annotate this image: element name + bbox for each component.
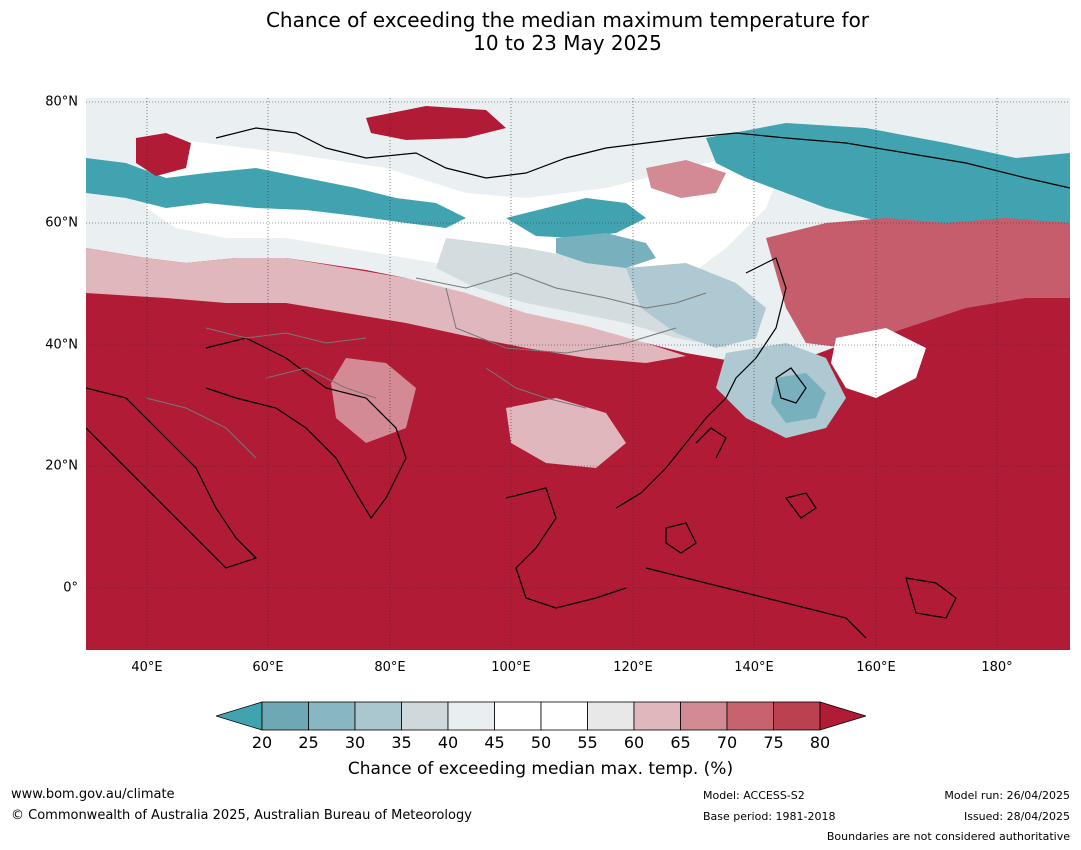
lon-label-60e: 60°E [252, 660, 284, 675]
lat-label-80n: 80°N [45, 94, 78, 110]
lon-label-40e: 40°E [131, 660, 163, 675]
lon-label-160e: 160°E [856, 660, 896, 675]
region-cool-east-siberia [706, 123, 1070, 238]
colorbar-tick-label: 30 [344, 733, 366, 752]
footer-issued: Issued: 28/04/2025 [963, 810, 1070, 823]
colorbar-tick-label: 65 [670, 733, 691, 752]
lat-label-0: 0° [63, 580, 78, 596]
colorbar-segment [587, 701, 635, 731]
colorbar-tick-label: 75 [763, 733, 784, 752]
colorbar-segment [773, 701, 821, 731]
colorbar [216, 701, 866, 731]
colorbar-tick-label: 35 [391, 733, 412, 752]
region-warm-scandinavia [136, 133, 191, 176]
lat-label-20n: 20°N [45, 458, 78, 474]
footer-model-run: Model run: 26/04/2025 [944, 789, 1070, 802]
region-warm-light-margin [86, 248, 686, 363]
region-cool-light-mongolia [626, 263, 766, 348]
footer-copyright: © Commonwealth of Australia 2025, Austra… [11, 808, 472, 823]
colorbar-segment [633, 701, 681, 731]
region-cool-central-siberia [506, 198, 646, 238]
region-cool-pacific-patch [771, 373, 826, 423]
region-warm-light-china [506, 398, 626, 468]
colorbar-tick-label: 50 [530, 733, 552, 752]
lat-label-60n: 60°N [45, 215, 78, 231]
colorbar-tick-label: 20 [251, 733, 273, 752]
region-warm-east-asia [766, 218, 1070, 348]
colorbar-segment [261, 701, 309, 731]
colorbar-segment [401, 701, 449, 731]
region-cool-mid-baikal [556, 233, 656, 268]
country-borders [145, 272, 707, 459]
colorbar-low-extend [216, 701, 263, 731]
lon-label-80e: 80°E [374, 660, 406, 675]
colorbar-segment [726, 701, 774, 731]
footer-disclaimer: Boundaries are not considered authoritat… [826, 830, 1070, 843]
colorbar-tick-label: 80 [809, 733, 831, 752]
colorbar-tick-label: 40 [437, 733, 459, 752]
colorbar-tick-label: 45 [484, 733, 505, 752]
lon-label-180: 180° [981, 660, 1013, 675]
colorbar-segment [494, 701, 542, 731]
colorbar-tick-label: 55 [577, 733, 598, 752]
colorbar-high-extend [819, 701, 866, 731]
coastlines [86, 127, 1070, 639]
footer-base-period: Base period: 1981-2018 [703, 810, 836, 823]
region-white-pacific [831, 328, 926, 398]
footer-website-link[interactable]: www.bom.gov.au/climate [11, 787, 175, 802]
title-line-1: Chance of exceeding the median maximum t… [265, 8, 870, 32]
region-warm-barents [366, 106, 506, 140]
forecast-map[interactable] [86, 98, 1070, 650]
chart-title: Chance of exceeding the median maximum t… [0, 9, 1081, 55]
region-warm-light-central [646, 160, 726, 198]
footer-model: Model: ACCESS-S2 [703, 789, 805, 802]
colorbar-segment [680, 701, 728, 731]
colorbar-segment [308, 701, 356, 731]
region-warm-mid-tibet [331, 358, 416, 443]
colorbar-segments [261, 701, 821, 731]
title-line-2: 10 to 23 May 2025 [473, 31, 662, 55]
colorbar-segment [354, 701, 402, 731]
map-svg [86, 98, 1070, 650]
region-cool-west-siberia [86, 158, 466, 228]
colorbar-caption: Chance of exceeding median max. temp. (%… [347, 759, 734, 779]
colorbar-tick-label: 60 [623, 733, 645, 752]
lon-label-100e: 100°E [491, 660, 531, 675]
colorbar-tick-label: 25 [298, 733, 319, 752]
colorbar-segment [447, 701, 495, 731]
graticule [86, 98, 1070, 650]
lon-label-140e: 140°E [734, 660, 774, 675]
lon-label-120e: 120°E [613, 660, 653, 675]
colorbar-tick-label: 70 [716, 733, 738, 752]
colorbar-segment [540, 701, 588, 731]
lat-label-40n: 40°N [45, 337, 78, 353]
